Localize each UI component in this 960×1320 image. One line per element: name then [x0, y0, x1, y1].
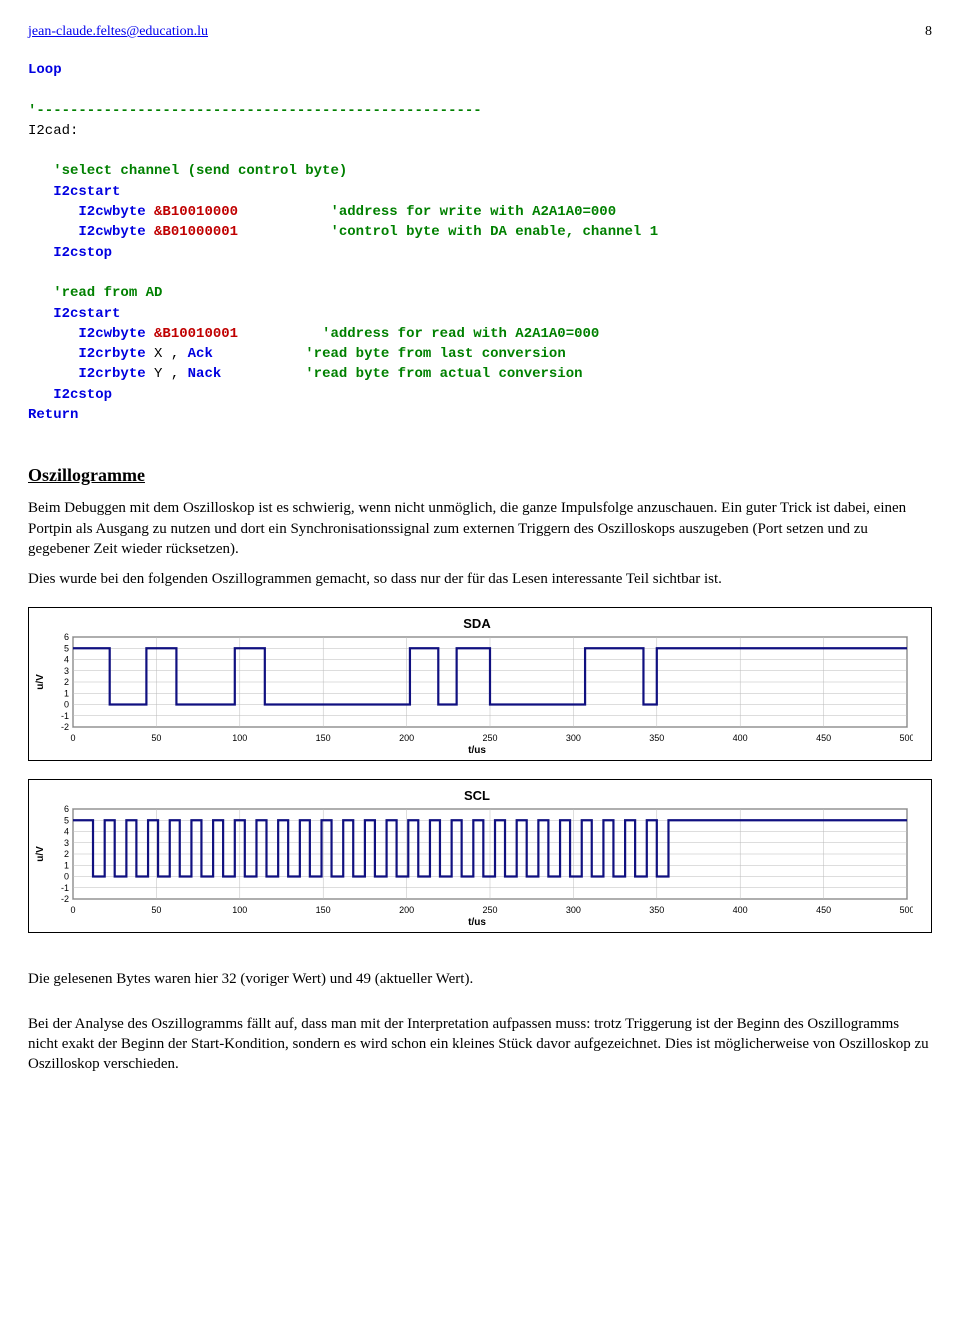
footer-para-1: Die gelesenen Bytes waren hier 32 (vorig…	[28, 969, 932, 989]
svg-text:300: 300	[566, 905, 581, 915]
svg-text:500: 500	[899, 905, 913, 915]
kw-nack: Nack	[188, 366, 222, 382]
cmt5: 'read byte from actual conversion	[221, 366, 582, 382]
svg-text:250: 250	[482, 905, 497, 915]
chart-sda: SDA 050100150200250300350400450500-2-101…	[28, 607, 932, 761]
kw-wbyte1: I2cwbyte	[28, 204, 154, 220]
svg-text:2: 2	[64, 849, 69, 859]
svg-text:3: 3	[64, 666, 69, 676]
kw-rbyte1: I2crbyte	[28, 346, 154, 362]
svg-text:150: 150	[316, 733, 331, 743]
svg-text:450: 450	[816, 905, 831, 915]
const3: &B10010001	[154, 326, 238, 342]
page-header: jean-claude.feltes@education.lu 8	[28, 24, 932, 40]
footer-para-2: Bei der Analyse des Oszillogramms fällt …	[28, 1014, 932, 1075]
var-x: X ,	[154, 346, 188, 362]
svg-text:50: 50	[151, 905, 161, 915]
kw-i2cstart1: I2cstart	[28, 184, 120, 200]
kw-loop: Loop	[28, 62, 62, 78]
kw-rbyte2: I2crbyte	[28, 366, 154, 382]
code-sep: '---------------------------------------…	[28, 103, 482, 119]
cmt3: 'address for read with A2A1A0=000	[238, 326, 599, 342]
svg-text:350: 350	[649, 905, 664, 915]
author-email-link[interactable]: jean-claude.feltes@education.lu	[28, 24, 208, 40]
kw-i2cstop2: I2cstop	[28, 387, 112, 403]
const1: &B10010000	[154, 204, 238, 220]
cmt2: 'control byte with DA enable, channel 1	[238, 224, 658, 240]
svg-text:400: 400	[733, 905, 748, 915]
svg-text:u/V: u/V	[35, 846, 46, 862]
svg-text:6: 6	[64, 805, 69, 814]
var-y: Y ,	[154, 366, 188, 382]
chart-sda-svg: 050100150200250300350400450500-2-1012345…	[33, 633, 913, 743]
svg-text:3: 3	[64, 838, 69, 848]
cmt1: 'address for write with A2A1A0=000	[238, 204, 616, 220]
svg-text:-1: -1	[61, 883, 69, 893]
kw-i2cstop1: I2cstop	[28, 245, 112, 261]
svg-text:4: 4	[64, 655, 69, 665]
svg-text:-2: -2	[61, 894, 69, 904]
svg-text:300: 300	[566, 733, 581, 743]
kw-ack: Ack	[188, 346, 213, 362]
svg-text:350: 350	[649, 733, 664, 743]
body-para-2: Dies wurde bei den folgenden Oszillogram…	[28, 569, 932, 589]
chart-scl: SCL 050100150200250300350400450500-2-101…	[28, 779, 932, 933]
svg-text:200: 200	[399, 905, 414, 915]
svg-text:250: 250	[482, 733, 497, 743]
svg-text:50: 50	[151, 733, 161, 743]
const2: &B01000001	[154, 224, 238, 240]
svg-text:100: 100	[232, 733, 247, 743]
kw-return: Return	[28, 407, 78, 423]
body-para-1: Beim Debuggen mit dem Oszilloskop ist es…	[28, 498, 932, 559]
svg-text:-2: -2	[61, 722, 69, 732]
chart-sda-title: SDA	[33, 616, 921, 631]
svg-text:4: 4	[64, 827, 69, 837]
svg-text:100: 100	[232, 905, 247, 915]
code-block: Loop '----------------------------------…	[28, 60, 932, 425]
chart-sda-xlabel: t/us	[33, 745, 921, 756]
svg-text:150: 150	[316, 905, 331, 915]
section-heading: Oszillogramme	[28, 465, 932, 486]
svg-text:500: 500	[899, 733, 913, 743]
svg-text:0: 0	[64, 872, 69, 882]
svg-text:-1: -1	[61, 711, 69, 721]
chart-scl-title: SCL	[33, 788, 921, 803]
kw-i2cstart2: I2cstart	[28, 306, 120, 322]
kw-wbyte2: I2cwbyte	[28, 224, 154, 240]
svg-text:5: 5	[64, 644, 69, 654]
label-i2cad: I2cad:	[28, 123, 78, 139]
svg-text:450: 450	[816, 733, 831, 743]
svg-text:0: 0	[70, 733, 75, 743]
svg-text:2: 2	[64, 677, 69, 687]
svg-text:6: 6	[64, 633, 69, 642]
chart-scl-svg: 050100150200250300350400450500-2-1012345…	[33, 805, 913, 915]
cmt4: 'read byte from last conversion	[213, 346, 566, 362]
svg-text:5: 5	[64, 816, 69, 826]
svg-text:0: 0	[64, 700, 69, 710]
chart-scl-xlabel: t/us	[33, 917, 921, 928]
cmt-read: 'read from AD	[28, 285, 162, 301]
svg-text:200: 200	[399, 733, 414, 743]
svg-text:0: 0	[70, 905, 75, 915]
svg-text:1: 1	[64, 689, 69, 699]
svg-text:u/V: u/V	[35, 674, 46, 690]
kw-wbyte3: I2cwbyte	[28, 326, 154, 342]
cmt-select: 'select channel (send control byte)	[28, 163, 347, 179]
svg-text:400: 400	[733, 733, 748, 743]
svg-text:1: 1	[64, 861, 69, 871]
page-number: 8	[925, 24, 932, 40]
